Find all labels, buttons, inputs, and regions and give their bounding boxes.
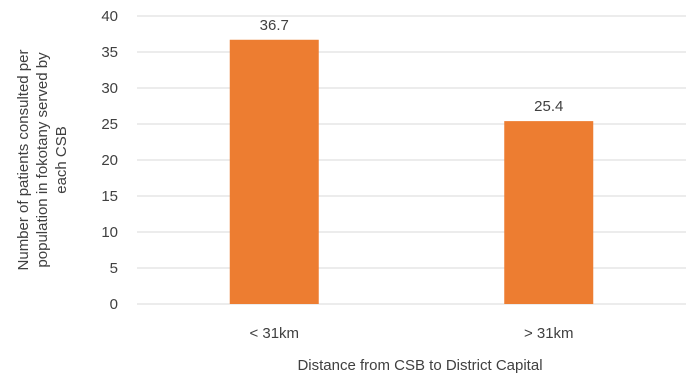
- bar: [504, 121, 594, 305]
- y-axis-title-line-3: each CSB: [53, 126, 70, 194]
- y-tick-label: 30: [101, 80, 118, 97]
- y-tick-label: 35: [101, 44, 118, 61]
- x-category-label: < 31km: [249, 325, 299, 342]
- y-tick-label: 40: [101, 8, 118, 25]
- y-axis-title-line-1: Number of patients consulted per: [15, 50, 32, 271]
- x-axis-title: Distance from CSB to District Capital: [297, 357, 542, 374]
- bar-value-label: 25.4: [534, 98, 563, 115]
- x-category-label: > 31km: [524, 325, 574, 342]
- gridlines: [137, 15, 686, 305]
- bars: [229, 39, 594, 305]
- bar-value-label: 36.7: [260, 17, 289, 34]
- y-axis-title-line-2: population in fokotany served by: [34, 52, 51, 268]
- data-labels: 36.7 25.4: [260, 17, 564, 115]
- y-tick-label: 0: [110, 296, 118, 313]
- y-tick-label: 5: [110, 260, 118, 277]
- y-tick-label: 20: [101, 152, 118, 169]
- bar: [229, 39, 319, 304]
- y-tick-label: 10: [101, 224, 118, 241]
- y-axis-title: Number of patients consulted per populat…: [15, 50, 70, 271]
- y-tick-label: 25: [101, 116, 118, 133]
- x-axis-categories: < 31km > 31km: [249, 325, 573, 342]
- y-axis-ticks: 0 5 10 15 20 25 30 35 40: [101, 8, 118, 313]
- y-tick-label: 15: [101, 188, 118, 205]
